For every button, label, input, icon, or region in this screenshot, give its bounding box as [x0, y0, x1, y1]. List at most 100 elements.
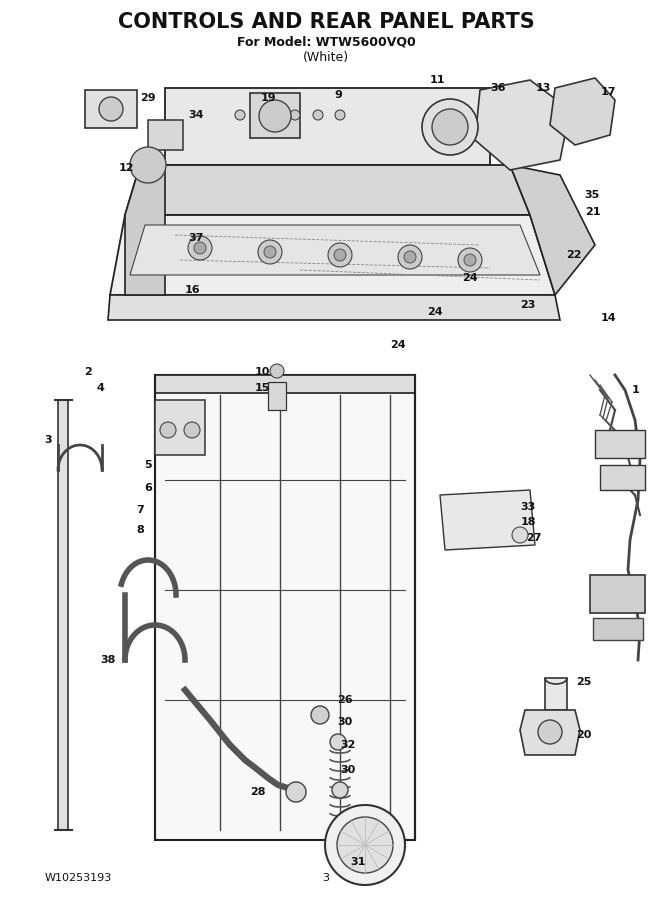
Text: For Model: WTW5600VQ0: For Model: WTW5600VQ0: [237, 35, 415, 49]
Text: W10253193: W10253193: [45, 873, 112, 883]
Text: 10: 10: [254, 367, 270, 377]
Bar: [593, 618, 643, 640]
Text: 4: 4: [96, 383, 104, 393]
Circle shape: [512, 527, 528, 543]
Text: 20: 20: [576, 730, 591, 740]
Text: 9: 9: [334, 90, 342, 100]
Polygon shape: [130, 225, 540, 275]
Polygon shape: [475, 80, 570, 170]
Bar: [595, 430, 645, 458]
Text: 32: 32: [340, 740, 356, 750]
Bar: [58, 400, 68, 830]
Text: 7: 7: [136, 505, 144, 515]
Circle shape: [458, 248, 482, 272]
Bar: [590, 575, 645, 613]
Text: 30: 30: [340, 765, 355, 775]
Text: 30: 30: [337, 717, 353, 727]
Circle shape: [160, 422, 176, 438]
Text: 26: 26: [337, 695, 353, 705]
Text: 24: 24: [427, 307, 443, 317]
Polygon shape: [520, 710, 580, 755]
Circle shape: [259, 100, 291, 132]
Circle shape: [422, 99, 478, 155]
Circle shape: [265, 110, 275, 120]
Circle shape: [311, 706, 329, 724]
Circle shape: [258, 240, 282, 264]
Text: 37: 37: [188, 233, 203, 243]
Bar: [250, 93, 300, 138]
Text: 18: 18: [520, 517, 536, 527]
Text: 16: 16: [185, 285, 201, 295]
Text: 5: 5: [144, 460, 152, 470]
Polygon shape: [550, 78, 615, 145]
Bar: [155, 375, 415, 393]
Circle shape: [235, 110, 245, 120]
Text: CONTROLS AND REAR PANEL PARTS: CONTROLS AND REAR PANEL PARTS: [117, 12, 535, 32]
Text: 19: 19: [260, 93, 276, 103]
Text: 1: 1: [632, 385, 640, 395]
Polygon shape: [165, 88, 490, 165]
Circle shape: [194, 242, 206, 254]
Text: 2: 2: [84, 367, 92, 377]
Circle shape: [313, 110, 323, 120]
Text: 35: 35: [584, 190, 600, 200]
Circle shape: [99, 97, 123, 121]
Text: 24: 24: [462, 273, 478, 283]
Bar: [85, 90, 137, 128]
Text: 27: 27: [526, 533, 542, 543]
Bar: [155, 400, 205, 455]
Text: 8: 8: [136, 525, 144, 535]
Circle shape: [335, 110, 345, 120]
Circle shape: [270, 364, 284, 378]
Text: 36: 36: [490, 83, 506, 93]
Text: 17: 17: [600, 87, 615, 97]
Text: 38: 38: [100, 655, 115, 665]
Text: 33: 33: [520, 502, 536, 512]
Text: 29: 29: [140, 93, 156, 103]
Circle shape: [398, 245, 422, 269]
Polygon shape: [510, 165, 595, 295]
Circle shape: [264, 246, 276, 258]
Bar: [155, 375, 415, 840]
Bar: [600, 465, 645, 490]
Circle shape: [188, 236, 212, 260]
Circle shape: [464, 254, 476, 266]
Text: 23: 23: [520, 300, 536, 310]
Text: 14: 14: [600, 313, 615, 323]
Polygon shape: [125, 165, 530, 215]
Circle shape: [130, 147, 166, 183]
Polygon shape: [125, 165, 165, 295]
Circle shape: [184, 422, 200, 438]
Circle shape: [330, 734, 346, 750]
Bar: [545, 678, 567, 710]
Text: 21: 21: [585, 207, 600, 217]
Circle shape: [332, 782, 348, 798]
Circle shape: [286, 782, 306, 802]
Bar: [148, 120, 183, 150]
Text: (White): (White): [303, 50, 349, 64]
Text: 22: 22: [566, 250, 582, 260]
Polygon shape: [110, 215, 555, 295]
Text: 11: 11: [429, 75, 445, 85]
Text: 3: 3: [44, 435, 52, 445]
Polygon shape: [440, 490, 535, 550]
Circle shape: [328, 243, 352, 267]
Text: 15: 15: [254, 383, 270, 393]
Text: 3: 3: [323, 873, 329, 883]
Circle shape: [404, 251, 416, 263]
Circle shape: [432, 109, 468, 145]
Circle shape: [334, 249, 346, 261]
Circle shape: [325, 805, 405, 885]
Circle shape: [538, 720, 562, 744]
Text: 28: 28: [250, 787, 266, 797]
Bar: [268, 382, 286, 410]
Text: 34: 34: [188, 110, 203, 120]
Circle shape: [337, 817, 393, 873]
Text: 13: 13: [535, 83, 551, 93]
Circle shape: [290, 110, 300, 120]
Text: 25: 25: [576, 677, 591, 687]
Text: 6: 6: [144, 483, 152, 493]
Text: 31: 31: [350, 857, 366, 867]
Text: 24: 24: [390, 340, 406, 350]
Polygon shape: [108, 295, 560, 320]
